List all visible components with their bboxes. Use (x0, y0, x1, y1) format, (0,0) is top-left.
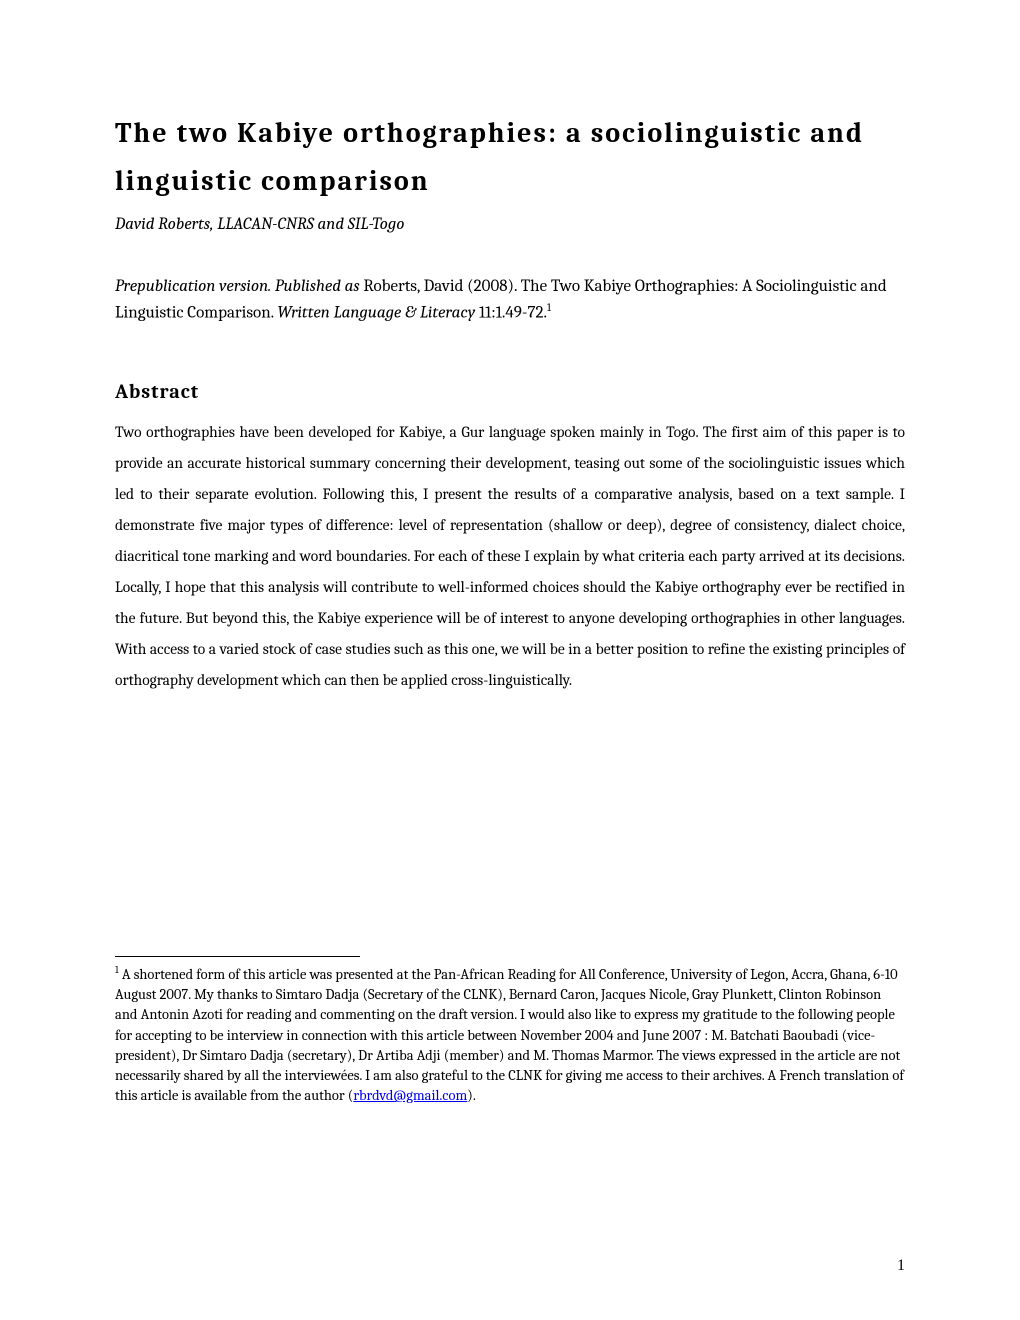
abstract-heading: Abstract (115, 380, 905, 403)
footnote-ref: 1 (547, 301, 551, 314)
page-number: 1 (897, 1257, 905, 1275)
publication-info: Prepublication version. Published as Rob… (115, 274, 905, 326)
abstract-body: Two orthographies have been developed fo… (115, 417, 905, 696)
footnote-separator (115, 956, 360, 957)
footnote-text-part1: A shortened form of this article was pre… (115, 966, 904, 1105)
footnote-1: 1 A shortened form of this article was p… (115, 963, 905, 1107)
pubinfo-journal: Written Language & Literacy (277, 303, 479, 322)
footnote-text-part2: ). (467, 1087, 476, 1104)
author-email-link[interactable]: rbrdvd@gmail.com (353, 1087, 467, 1104)
pubinfo-suffix: 11:1.49-72. (479, 303, 547, 322)
pubinfo-prefix: Prepublication version. Published as (115, 277, 363, 296)
paper-title: The two Kabiye orthographies: a sociolin… (115, 110, 905, 205)
author-line: David Roberts, LLACAN-CNRS and SIL-Togo (115, 215, 905, 234)
